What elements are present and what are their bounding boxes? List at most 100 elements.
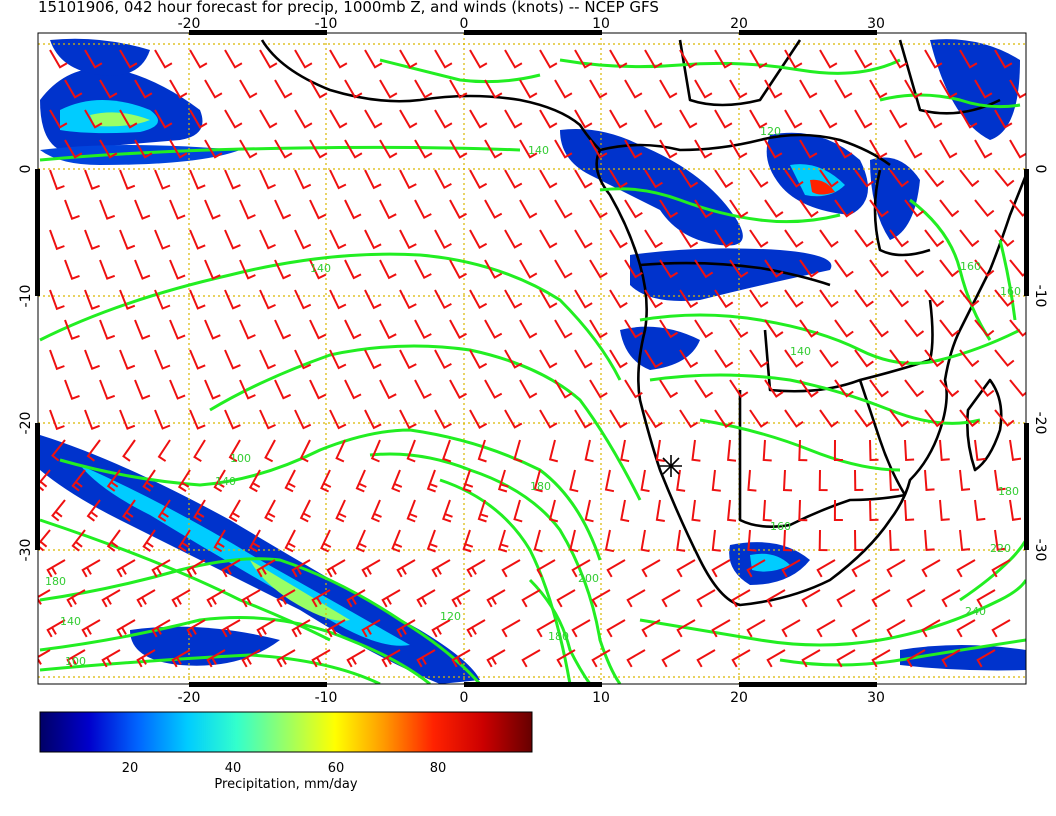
wind-barb: [533, 469, 543, 493]
wind-barb: [484, 79, 503, 99]
wind-barb: [591, 589, 611, 608]
wind-barb: [539, 109, 558, 129]
edge-bar: [1024, 169, 1029, 296]
wind-barb: [274, 199, 292, 220]
wind-barb: [869, 379, 889, 398]
wind-barb: [939, 499, 950, 521]
wind-barb: [679, 109, 698, 129]
wind-barb: [1009, 199, 1026, 217]
wind-barb: [81, 559, 101, 578]
wind-barb: [749, 169, 769, 188]
wind-barb: [364, 229, 382, 250]
wind-barb: [679, 169, 699, 189]
wind-barb: [294, 49, 313, 69]
wind-barb: [391, 529, 403, 553]
wind-barb: [38, 469, 51, 492]
wind-barb: [519, 259, 538, 279]
wind-barb: [309, 259, 327, 280]
wind-barb: [749, 289, 769, 308]
wind-barb: [714, 229, 734, 249]
precip-area-congo-west: [560, 129, 743, 246]
contour-label: 120: [760, 125, 781, 138]
wind-barb: [379, 199, 397, 220]
country-border: [678, 39, 802, 107]
wind-barb: [71, 469, 86, 492]
contour-line: [779, 638, 1026, 667]
wind-barb: [956, 559, 976, 578]
wind-barb: [764, 319, 784, 338]
wind-barb: [294, 409, 312, 430]
wind-barb: [294, 169, 312, 190]
wind-barb: [379, 259, 397, 280]
wind-barb: [819, 109, 838, 129]
wind-barb: [539, 289, 558, 309]
wind-barb: [484, 139, 503, 159]
wind-barb: [119, 49, 138, 69]
wind-barb: [239, 379, 256, 400]
colorbar-tick-label: 80: [430, 761, 447, 776]
wind-barb: [171, 649, 191, 668]
wind-barb: [974, 199, 995, 218]
wind-barb: [644, 349, 663, 369]
edge-bar: [1024, 423, 1029, 550]
wind-barb: [309, 199, 327, 220]
wind-barb: [644, 409, 663, 429]
wind-barb: [84, 169, 100, 190]
wind-barb: [764, 199, 784, 218]
wind-barb: [177, 529, 191, 553]
wind-barb: [119, 229, 136, 250]
wind-barb: [414, 319, 432, 340]
wind-barb: [119, 289, 136, 310]
wind-barb: [311, 649, 331, 668]
wind-barb: [869, 319, 889, 338]
wind-barb: [256, 619, 276, 638]
wind-barb: [466, 559, 486, 578]
wind-barb: [799, 259, 819, 278]
wind-barb: [659, 379, 679, 399]
contour-label: 180: [530, 480, 551, 493]
wind-barb: [344, 139, 363, 159]
contour-line: [369, 452, 622, 684]
wind-barb: [1009, 319, 1026, 337]
wind-barb: [239, 199, 256, 220]
wind-barb: [309, 139, 328, 159]
wind-barb: [157, 439, 171, 462]
wind-barb: [186, 619, 206, 638]
wind-barb: [119, 169, 136, 190]
wind-barb: [189, 229, 206, 250]
wind-barb: [462, 529, 474, 553]
wind-barb: [939, 139, 958, 159]
wind-barb: [589, 259, 608, 279]
wind-barb: [727, 499, 737, 522]
wind-barb: [157, 499, 171, 522]
wind-barb: [122, 439, 136, 462]
wind-barb: [335, 499, 347, 523]
wind-barb: [259, 169, 276, 190]
wind-barb: [134, 319, 151, 340]
wind-barb: [904, 379, 925, 398]
wind-barb: [784, 109, 803, 129]
wind-barb: [504, 289, 523, 309]
wind-barbs: [38, 49, 1026, 668]
wind-barb: [299, 439, 311, 463]
wind-barb: [142, 469, 156, 492]
wind-barb: [696, 589, 716, 608]
wind-barb: [854, 409, 874, 428]
wind-barb: [49, 49, 68, 69]
contour-line: [39, 557, 482, 684]
country-border: [639, 261, 831, 287]
height-contours: [39, 58, 1026, 684]
contour-label: 140: [60, 615, 81, 628]
wind-barb: [571, 619, 591, 638]
wind-barb: [224, 49, 243, 69]
wind-barb: [329, 49, 348, 69]
contour-line: [379, 58, 541, 84]
contour-line: [39, 252, 622, 381]
wind-barb: [991, 619, 1011, 638]
wind-barb: [38, 649, 51, 665]
graticule: [38, 33, 1026, 684]
wind-barb: [609, 169, 628, 189]
wind-barb: [762, 499, 772, 522]
wind-barb: [798, 439, 808, 462]
wind-barb: [836, 649, 856, 668]
